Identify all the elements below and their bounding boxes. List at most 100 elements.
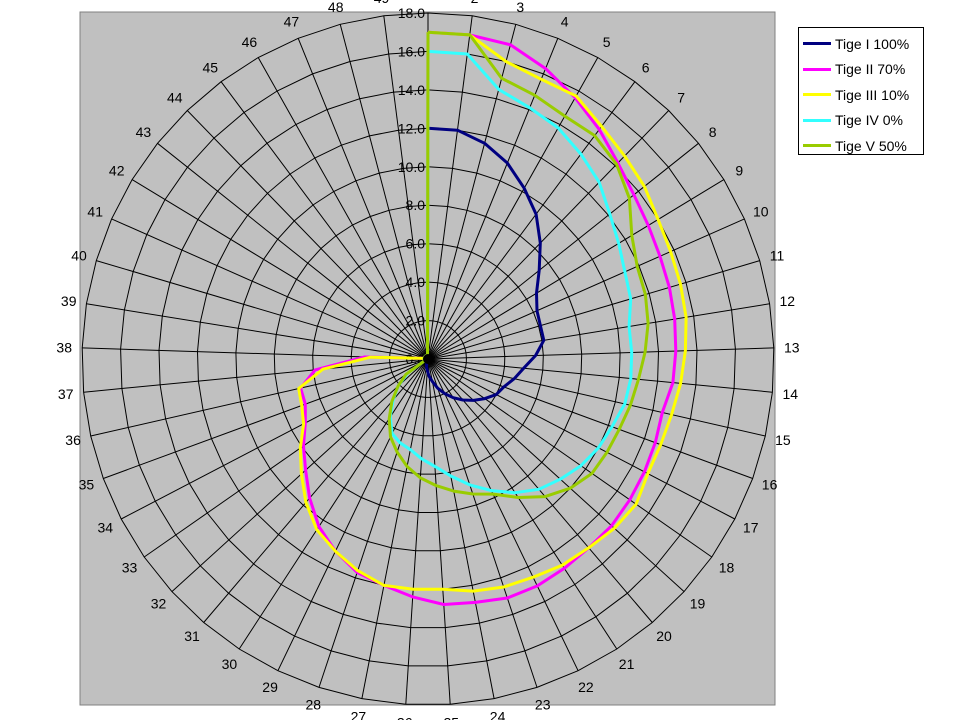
legend-label: Tige V 50% xyxy=(835,137,907,154)
grid-spoke xyxy=(96,260,429,360)
legend-swatch xyxy=(803,67,831,71)
category-label: 6 xyxy=(642,59,650,75)
grid-ring xyxy=(120,50,736,667)
grid-spoke xyxy=(120,358,429,520)
category-label: 16 xyxy=(762,477,778,493)
grid-spoke xyxy=(383,15,429,360)
grid-spoke xyxy=(427,57,599,360)
category-label: 38 xyxy=(56,339,72,355)
grid-spoke xyxy=(427,358,753,479)
category-label: 13 xyxy=(784,339,800,355)
category-label: 2 xyxy=(471,0,479,6)
legend-item: Tige IV 0% xyxy=(803,108,923,134)
center-marker xyxy=(423,354,433,364)
category-label: 33 xyxy=(122,559,138,575)
grid-ring xyxy=(273,204,583,513)
grid-spoke xyxy=(427,358,773,393)
category-labels: 1234567891011121314151617181920212223242… xyxy=(56,0,800,725)
grid-spoke xyxy=(427,358,736,520)
category-label: 12 xyxy=(780,293,796,309)
grid-spoke xyxy=(427,358,495,699)
grid-spoke xyxy=(427,358,713,558)
category-label: 1 xyxy=(424,0,432,3)
category-label: 23 xyxy=(535,697,551,713)
category-label: 49 xyxy=(374,0,390,6)
category-label: 20 xyxy=(656,628,672,644)
legend-item: Tige III 10% xyxy=(803,82,923,108)
grid-spoke xyxy=(143,358,429,558)
category-label: 31 xyxy=(184,628,200,644)
grid-spoke xyxy=(297,38,429,360)
category-label: 5 xyxy=(603,34,611,50)
category-label: 37 xyxy=(58,386,74,402)
category-label: 30 xyxy=(222,656,238,672)
category-label: 11 xyxy=(770,247,785,263)
grid-spoke xyxy=(171,358,429,592)
grid-spoke xyxy=(238,358,429,650)
legend-item: Tige I 100% xyxy=(803,31,923,57)
grid-spoke xyxy=(427,358,766,437)
category-label: 40 xyxy=(71,247,87,263)
category-label: 21 xyxy=(619,656,635,672)
grid-ring xyxy=(389,320,467,398)
category-label: 25 xyxy=(444,714,460,720)
category-label: 32 xyxy=(151,596,167,612)
category-label: 43 xyxy=(136,124,152,140)
category-label: 9 xyxy=(735,162,743,178)
grid-spoke xyxy=(427,358,618,650)
category-label: 35 xyxy=(79,477,95,493)
grid-spoke xyxy=(103,358,429,479)
grid-spoke xyxy=(318,358,429,688)
legend-swatch xyxy=(803,42,831,46)
grid-spoke xyxy=(427,179,725,360)
legend-label: Tige III 10% xyxy=(835,86,910,103)
category-label: 27 xyxy=(351,708,367,720)
category-label: 22 xyxy=(578,679,594,695)
grid-spoke xyxy=(427,358,538,688)
radial-tick-label: 12.0 xyxy=(398,120,425,136)
category-label: 46 xyxy=(242,34,258,50)
category-label: 44 xyxy=(167,90,183,106)
grid-spoke xyxy=(131,179,429,360)
radial-tick-label: 8.0 xyxy=(406,197,426,213)
category-label: 36 xyxy=(65,432,81,448)
grid-spoke xyxy=(339,24,429,360)
grid-spoke xyxy=(427,24,517,360)
grid-spoke xyxy=(361,358,429,699)
category-label: 17 xyxy=(743,519,759,535)
grid-spoke xyxy=(427,358,685,592)
grid-spoke xyxy=(220,81,429,360)
radial-tick-label: 6.0 xyxy=(406,236,426,252)
chart-legend: Tige I 100% Tige II 70% Tige III 10% Tig… xyxy=(798,27,924,155)
grid-spoke xyxy=(427,38,559,360)
grid-ring xyxy=(235,166,621,552)
grid-spoke xyxy=(427,260,760,360)
radial-tick-label: 2.0 xyxy=(406,313,426,329)
radial-tick-label: 14.0 xyxy=(398,82,425,98)
radial-tick-label: 16.0 xyxy=(398,43,425,59)
category-label: 41 xyxy=(87,204,103,220)
legend-item: Tige II 70% xyxy=(803,57,923,83)
category-label: 29 xyxy=(262,679,278,695)
category-label: 15 xyxy=(775,432,791,448)
category-label: 14 xyxy=(783,386,799,402)
radial-tick-label: 10.0 xyxy=(398,159,425,175)
category-label: 28 xyxy=(306,697,322,713)
grid-spoke xyxy=(427,358,451,705)
category-label: 42 xyxy=(109,162,125,178)
grid-spoke xyxy=(427,303,770,360)
category-label: 34 xyxy=(98,519,114,535)
radial-tick-label: 18.0 xyxy=(398,5,425,21)
legend-swatch xyxy=(803,118,831,122)
legend-swatch xyxy=(803,93,831,97)
grid-spoke xyxy=(257,57,429,360)
grid-spoke xyxy=(427,15,473,360)
grid-ring xyxy=(312,243,544,475)
category-label: 47 xyxy=(284,14,300,30)
grid-spoke xyxy=(86,303,429,360)
category-label: 26 xyxy=(397,714,413,720)
category-label: 19 xyxy=(690,596,706,612)
grid-spoke xyxy=(427,142,699,360)
